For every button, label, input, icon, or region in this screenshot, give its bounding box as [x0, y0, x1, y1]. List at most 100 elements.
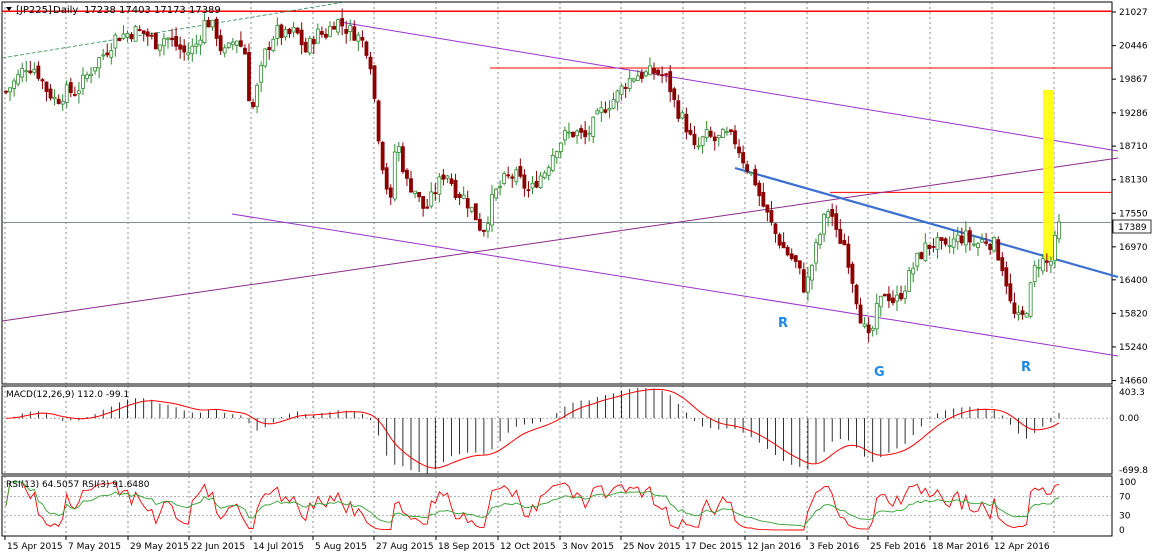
time-tick-label: 15 Apr 2015: [7, 542, 63, 552]
channel-top-line[interactable]: [339, 21, 1119, 152]
candle-body: [712, 136, 717, 142]
candle-body: [125, 33, 130, 38]
highlight-bar-yellow[interactable]: [1043, 90, 1054, 260]
candle-body: [121, 33, 126, 39]
candle-body: [12, 80, 17, 89]
candle-body: [364, 41, 369, 56]
candle-body: [190, 45, 195, 55]
candle-body: [299, 29, 304, 46]
candle-body: [1036, 266, 1041, 269]
candle-body: [1032, 265, 1037, 283]
candle-body: [518, 166, 523, 177]
candle-body: [814, 242, 818, 264]
candle-body: [785, 247, 790, 256]
candle-body: [684, 113, 689, 133]
candle-body: [178, 44, 183, 50]
candle-body: [514, 169, 519, 183]
candle-body: [4, 90, 8, 93]
candle-body: [1053, 235, 1057, 262]
rsi-pane[interactable]: [1, 475, 1113, 537]
rsi3-line: [5, 481, 1060, 531]
candle-body: [295, 27, 300, 34]
candle-body: [287, 28, 292, 35]
candle-body: [1049, 261, 1053, 266]
candle-body: [627, 78, 632, 89]
main-pane[interactable]: [1, 1, 1113, 385]
trendline-dashed-green[interactable]: [1, 1, 346, 59]
candle-body: [546, 167, 551, 176]
price-tick-label: 15820: [1119, 309, 1148, 319]
candle-body: [141, 30, 146, 34]
candle-body: [490, 194, 494, 226]
candle-body: [749, 172, 754, 175]
annotation-r-left: R: [778, 316, 788, 331]
candle-body: [733, 130, 737, 145]
candle-body: [765, 204, 770, 213]
candle-body: [741, 152, 745, 164]
candle-body: [530, 182, 535, 189]
candle-body: [421, 196, 426, 209]
candle-body: [210, 19, 215, 28]
candle-body: [81, 74, 85, 89]
candle-body: [56, 98, 61, 104]
candle-body: [194, 43, 199, 47]
timeframe-label: Daily: [53, 5, 78, 16]
candle-body: [24, 70, 29, 73]
candle-body: [656, 69, 660, 75]
candle-body: [380, 141, 385, 171]
candle-body: [968, 230, 972, 243]
candle-body: [137, 29, 142, 31]
candle-body: [648, 65, 652, 76]
candle-body: [283, 29, 288, 38]
rising-trendline[interactable]: [1, 157, 1119, 322]
candle-body: [542, 172, 547, 179]
time-tick-label: 3 Nov 2015: [562, 542, 614, 552]
candle-body: [44, 81, 49, 93]
candle-body: [162, 38, 166, 47]
candle-body: [672, 88, 677, 101]
candle-body: [725, 131, 729, 134]
candle-body: [583, 130, 588, 138]
candle-body: [275, 25, 280, 39]
time-tick-label: 25 Nov 2015: [623, 542, 681, 552]
candle-body: [984, 241, 988, 244]
candle-body: [226, 42, 231, 48]
candle-body: [457, 194, 462, 198]
candle-body: [595, 110, 600, 115]
candle-body: [781, 241, 786, 249]
current-price-tag: [1112, 219, 1152, 234]
price-tick-label: 16400: [1119, 276, 1148, 286]
candle-body: [344, 29, 349, 34]
candle-body: [437, 176, 442, 195]
candle-body: [222, 47, 227, 54]
candle-body: [575, 130, 579, 137]
price-tick-label: 15240: [1119, 343, 1148, 353]
chart-menu-arrow-icon[interactable]: [6, 7, 12, 11]
price-tick-label: 18130: [1119, 176, 1148, 186]
candle-body: [615, 90, 620, 103]
time-tick-label: 18 Sep 2015: [438, 542, 495, 552]
candle-body: [704, 129, 709, 138]
candle-body: [631, 78, 636, 82]
candle-body: [307, 37, 312, 54]
candle-body: [510, 176, 515, 179]
candle-body: [230, 41, 235, 46]
candle-body: [441, 174, 446, 180]
candle-body: [688, 129, 693, 135]
channel-bottom-line[interactable]: [231, 213, 1119, 357]
candle-body: [571, 131, 575, 138]
time-axis: 15 Apr 2015 7 May 2015 29 May 2015 22 Jun 2…: [4, 536, 1050, 552]
candle-body: [465, 198, 470, 209]
candle-body: [291, 26, 296, 33]
time-tick-label: 7 May 2015: [68, 542, 121, 552]
candle-body: [145, 31, 150, 37]
candle-body: [198, 39, 203, 46]
candle-body: [850, 263, 855, 284]
candle-body: [400, 146, 405, 172]
macd-pane[interactable]: [1, 385, 1113, 475]
candle-body: [874, 303, 879, 330]
candle-body: [64, 84, 69, 103]
candle-body: [882, 294, 887, 297]
candle-body: [109, 50, 114, 58]
